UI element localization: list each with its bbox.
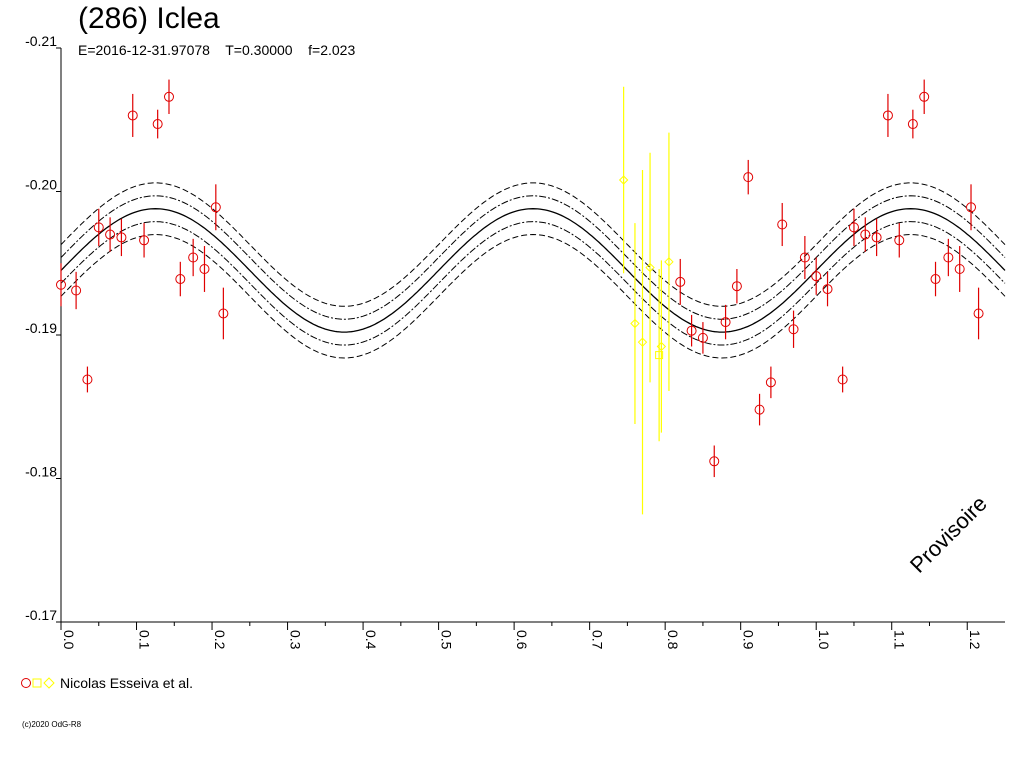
x-tick-label: 1.0 xyxy=(816,630,832,650)
chart-title: (286) Iclea xyxy=(78,2,220,35)
model-envelope-curve xyxy=(60,221,1006,346)
y-tick-label: -0.18 xyxy=(25,464,57,480)
data-point xyxy=(765,377,776,388)
copyright: (c)2020 OdG-R8 xyxy=(22,720,82,729)
data-point xyxy=(894,235,905,246)
data-point xyxy=(973,308,984,319)
data-point xyxy=(930,274,941,285)
data-point xyxy=(943,252,954,263)
data-point xyxy=(210,202,221,213)
data-point xyxy=(116,232,127,243)
model-curves xyxy=(60,182,1006,359)
chart-axes: -0.21 -0.20 -0.19 -0.18 -0.170.0 0.1 0.2 0.3 0.4… xyxy=(25,33,1005,650)
data-point xyxy=(675,276,686,287)
x-tick-label: 0.4 xyxy=(363,630,379,650)
data-point xyxy=(127,110,138,121)
data-point xyxy=(163,91,174,102)
data-point xyxy=(152,119,163,130)
data-points xyxy=(56,79,984,515)
data-point xyxy=(919,91,930,102)
y-tick-label: -0.17 xyxy=(25,607,57,623)
legend-label: Nicolas Esseiva et al. xyxy=(60,675,194,691)
model-envelope-curve xyxy=(60,182,1006,307)
data-point xyxy=(788,324,799,335)
x-tick-label: 0.6 xyxy=(514,630,530,650)
x-tick-label: 0.3 xyxy=(288,630,304,650)
x-tick-label: 1.2 xyxy=(967,630,983,650)
data-point xyxy=(871,232,882,243)
data-point xyxy=(754,404,765,415)
data-point xyxy=(686,325,697,336)
data-point xyxy=(777,219,788,230)
x-tick-label: 0.1 xyxy=(137,630,153,650)
data-point xyxy=(82,374,93,385)
data-point xyxy=(837,374,848,385)
data-point xyxy=(720,317,731,328)
data-point xyxy=(882,110,893,121)
data-point xyxy=(860,229,871,240)
data-point xyxy=(93,222,104,233)
x-tick-label: 0.5 xyxy=(439,630,455,650)
data-point xyxy=(664,257,674,267)
data-point xyxy=(618,175,629,185)
data-point xyxy=(848,222,859,233)
x-tick-label: 1.1 xyxy=(892,630,908,650)
legend-markers-icon xyxy=(21,677,55,689)
legend: Nicolas Esseiva et al. xyxy=(20,675,193,691)
data-point xyxy=(630,318,640,329)
y-tick-label: -0.21 xyxy=(25,33,57,49)
data-point xyxy=(56,279,66,290)
x-tick-label: 0.0 xyxy=(61,630,77,650)
data-point xyxy=(731,281,742,292)
chart-subtitle: E=2016-12-31.97078 T=0.30000 f=2.023 xyxy=(78,42,356,58)
y-tick-label: -0.20 xyxy=(25,177,57,193)
data-point xyxy=(907,119,918,130)
data-point xyxy=(697,332,708,343)
data-point xyxy=(175,274,186,285)
x-tick-label: 0.8 xyxy=(665,630,681,650)
y-tick-label: -0.19 xyxy=(25,320,57,336)
x-tick-label: 0.9 xyxy=(741,630,757,650)
data-point xyxy=(966,202,977,213)
data-point xyxy=(139,235,150,246)
model-envelope-curve xyxy=(60,233,1006,359)
data-point xyxy=(218,308,229,319)
data-point xyxy=(799,252,810,263)
x-tick-label: 0.7 xyxy=(590,630,606,650)
data-point xyxy=(645,262,655,273)
data-point xyxy=(822,284,833,295)
data-point xyxy=(188,252,199,263)
data-point xyxy=(709,456,720,467)
data-point xyxy=(954,263,965,274)
data-point xyxy=(199,263,210,274)
data-point xyxy=(655,351,664,360)
data-point xyxy=(637,337,648,347)
data-point xyxy=(71,285,82,296)
x-tick-label: 0.2 xyxy=(212,630,228,650)
model-curve xyxy=(60,208,1006,333)
data-point xyxy=(811,271,822,282)
data-point xyxy=(105,229,116,240)
model-envelope-curve xyxy=(60,195,1006,320)
data-point xyxy=(743,172,754,183)
